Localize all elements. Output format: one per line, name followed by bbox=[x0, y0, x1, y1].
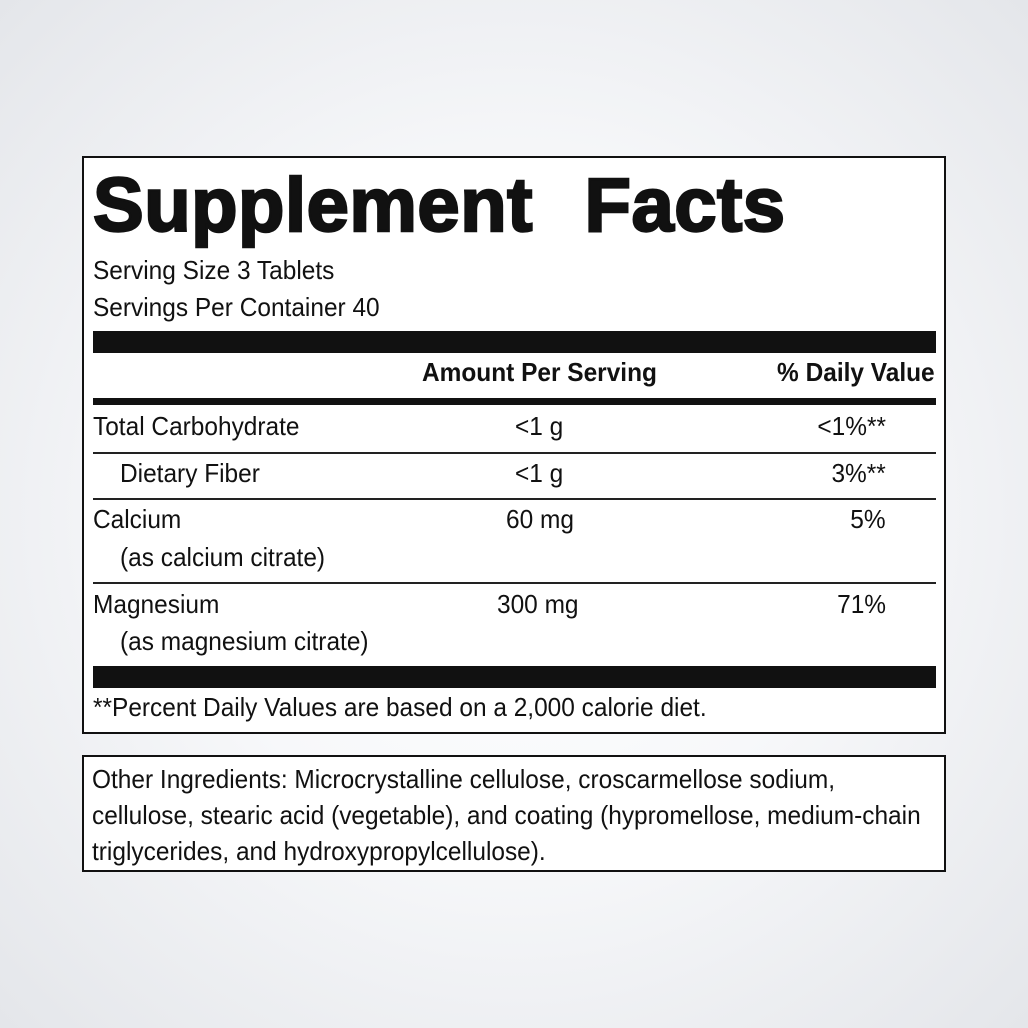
divider-bar-header bbox=[93, 398, 936, 405]
serving-size: Serving Size 3 Tablets bbox=[93, 255, 335, 285]
nutrient-amount: 300 mg bbox=[497, 589, 579, 619]
nutrient-amount: 60 mg bbox=[506, 504, 574, 534]
nutrient-daily-value: 5% bbox=[850, 504, 886, 534]
other-ingredients-text: Other Ingredients: Microcrystalline cell… bbox=[92, 764, 921, 866]
column-header-daily-value: % Daily Value bbox=[777, 357, 935, 387]
row-divider bbox=[93, 452, 936, 454]
nutrient-daily-value: 3%** bbox=[831, 458, 886, 488]
supplement-facts-panel: Supplement Facts Serving Size 3 Tablets … bbox=[82, 156, 946, 734]
row-divider bbox=[93, 582, 936, 584]
daily-value-footnote: **Percent Daily Values are based on a 2,… bbox=[93, 692, 707, 722]
nutrient-daily-value: <1%** bbox=[817, 411, 886, 441]
divider-bar-top bbox=[93, 331, 936, 353]
nutrient-name: Total Carbohydrate bbox=[93, 411, 300, 441]
nutrient-source: (as calcium citrate) bbox=[120, 542, 326, 572]
nutrient-name: Calcium bbox=[93, 504, 182, 534]
nutrient-amount: <1 g bbox=[515, 411, 564, 441]
divider-bar-bottom bbox=[93, 666, 936, 688]
servings-per-container: Servings Per Container 40 bbox=[93, 292, 380, 322]
other-ingredients-panel: Other Ingredients: Microcrystalline cell… bbox=[82, 755, 946, 872]
nutrient-name: Dietary Fiber bbox=[120, 458, 260, 488]
panel-title: Supplement Facts bbox=[92, 162, 786, 248]
nutrient-name: Magnesium bbox=[93, 589, 220, 619]
nutrient-source: (as magnesium citrate) bbox=[120, 626, 369, 656]
column-header-amount: Amount Per Serving bbox=[422, 357, 657, 387]
nutrient-amount: <1 g bbox=[515, 458, 564, 488]
nutrient-daily-value: 71% bbox=[837, 589, 886, 619]
row-divider bbox=[93, 498, 936, 500]
